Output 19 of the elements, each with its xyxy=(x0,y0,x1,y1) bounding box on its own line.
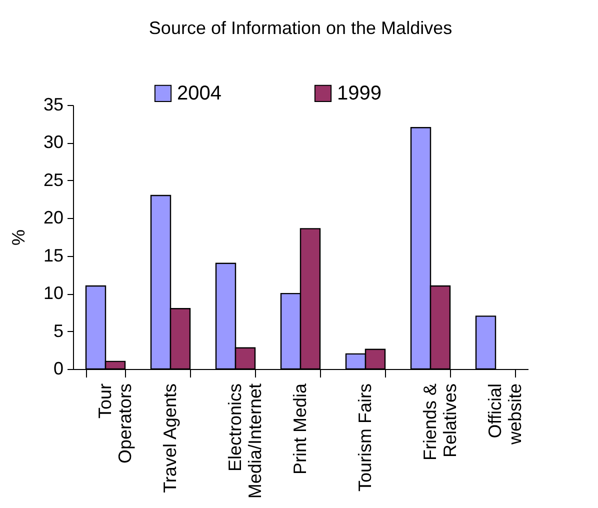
y-tick-label: 5 xyxy=(53,320,64,341)
legend-label: 2004 xyxy=(177,82,222,104)
x-tick-label: Travel Agents xyxy=(160,384,180,493)
y-tick-label: 0 xyxy=(53,358,64,378)
y-tick-label: 20 xyxy=(43,208,64,228)
chart-title: Source of Information on the Maldives xyxy=(148,18,452,38)
y-tick-label: 15 xyxy=(43,245,64,266)
legend-label: 1999 xyxy=(337,82,382,104)
y-tick-label: 10 xyxy=(43,283,64,304)
x-tick-label: Tour Operators xyxy=(95,383,135,464)
y-axis-title: % xyxy=(8,229,28,246)
y-tick-label: 25 xyxy=(43,170,64,190)
x-tick-label: Electronics Media/Internet xyxy=(225,384,265,499)
x-tick-label: Official website xyxy=(485,384,525,446)
x-tick-label: Print Media xyxy=(290,382,310,475)
x-tick-label: Tourism Fairs xyxy=(355,384,375,492)
y-tick-label: 35 xyxy=(43,94,64,114)
x-tick-label: Friends & Relatives xyxy=(420,384,460,461)
y-tick-label: 30 xyxy=(43,132,64,152)
